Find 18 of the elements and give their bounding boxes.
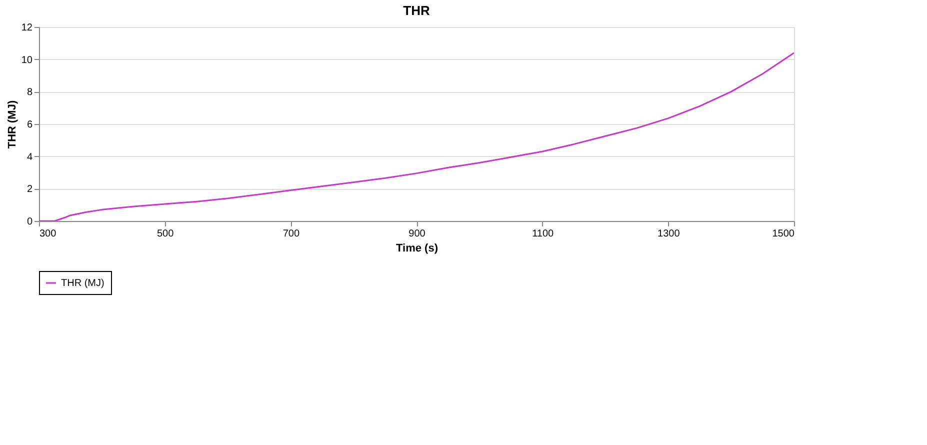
y-tick-label: 4: [26, 152, 33, 163]
x-tick-label: 900: [408, 228, 426, 240]
legend-label: THR (MJ): [61, 278, 104, 289]
y-tick-label: 0: [26, 216, 33, 228]
y-axis-title: THR (MJ): [6, 100, 18, 149]
x-tick-label: 1300: [658, 228, 680, 240]
y-tick-label: 2: [26, 184, 33, 196]
x-tick-label: 500: [156, 228, 174, 240]
x-tick-label: 1500: [772, 228, 795, 240]
chart-title: THR: [403, 3, 430, 18]
y-tick-label: 10: [21, 54, 33, 66]
y-tick-label: 8: [26, 87, 33, 98]
x-tick-label: 1100: [532, 228, 554, 240]
x-axis-title: Time (s): [396, 242, 438, 254]
y-tick-label: 6: [26, 120, 33, 130]
x-tick-label: 700: [282, 228, 300, 240]
y-tick-label: 12: [21, 22, 33, 34]
x-tick-label: 300: [40, 228, 57, 240]
